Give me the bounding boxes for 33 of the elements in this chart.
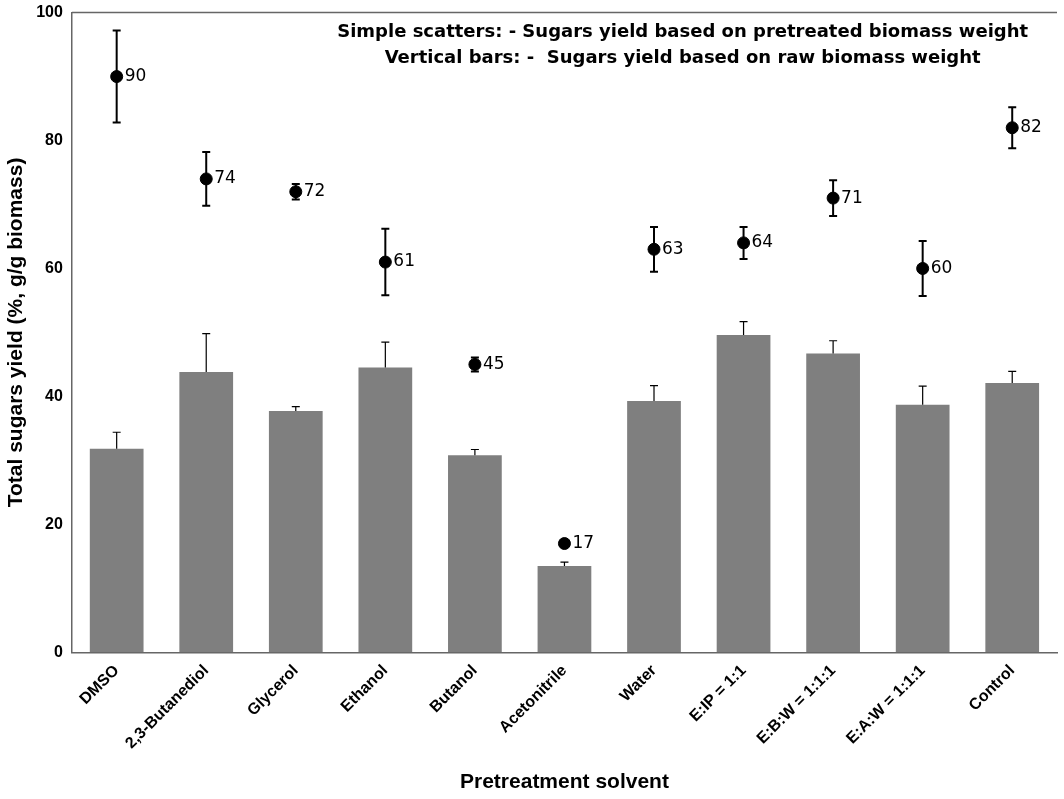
x-axis-title: Pretreatment solvent [459,769,669,793]
bar [179,372,234,653]
y-tick-label: 60 [45,258,63,276]
bar [806,353,860,653]
y-tick-label: 0 [53,642,63,660]
bar [895,404,950,653]
y-tick-label: 80 [45,130,63,148]
y-axis-title: Total sugars yield (%, g/g biomass) [3,157,27,508]
data-label: 72 [303,180,326,201]
data-label: 45 [482,352,505,373]
annotation: Simple scatters: - Sugars yield based on pretreated biomass weight [337,19,1029,41]
annotation: Vertical bars: - Sugars yield based on raw biomass weight [384,45,982,67]
y-tick-label: 100 [36,3,63,21]
data-label: 90 [124,64,147,85]
bar [358,367,413,653]
data-label: 71 [841,186,863,207]
data-label: 63 [662,237,684,258]
bar [89,448,144,653]
data-label: 82 [1020,116,1042,137]
bar [448,455,502,653]
y-tick-label: 40 [45,386,63,404]
data-label: 64 [751,231,774,252]
point [557,537,571,551]
bar [627,400,681,653]
y-tick-label: 20 [45,514,63,532]
data-label: 61 [393,250,415,271]
data-label: 60 [930,256,953,277]
data-label: 74 [214,167,236,188]
bar [537,565,592,653]
bar [268,411,323,653]
data-label: 17 [572,531,595,552]
bar [716,335,771,653]
bar [985,382,1040,653]
